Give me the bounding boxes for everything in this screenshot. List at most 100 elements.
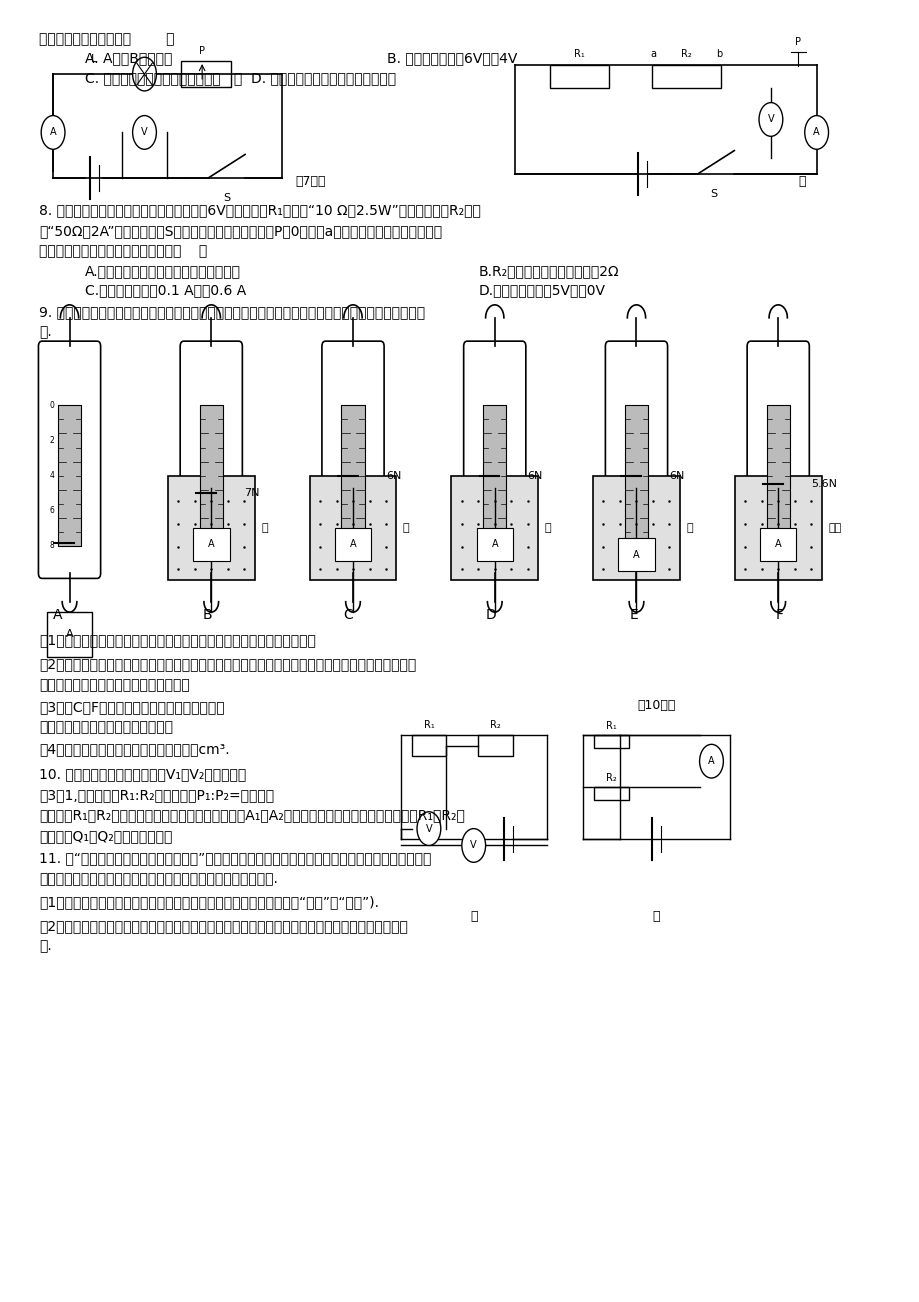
Text: A: A [774, 539, 780, 549]
Text: （1）在本实验中浮力的大小是通过＿＿＿＿＿＿＿＿＿的变化来反映的。: （1）在本实验中浮力的大小是通过＿＿＿＿＿＿＿＿＿的变化来反映的。 [40, 634, 316, 647]
Text: C. 两种状态下电路的总功率不相等   。  D. 两种状态下滑动变阶器的功率相等: C. 两种状态下电路的总功率不相等 。 D. 两种状态下滑动变阶器的功率相等 [85, 72, 396, 85]
Text: 第10题图: 第10题图 [637, 699, 675, 712]
Text: 6N: 6N [528, 470, 542, 480]
Text: 水: 水 [686, 523, 692, 533]
Text: 水: 水 [261, 523, 267, 533]
Bar [734, 477, 821, 579]
Text: 的元件不损坏，下列说法中正确的是（    ）: 的元件不损坏，下列说法中正确的是（ ） [40, 245, 208, 259]
Text: 2: 2 [50, 436, 54, 445]
Text: L: L [91, 53, 97, 64]
Bar [47, 612, 92, 658]
Text: 9. 小华同学在探究影响浮力大小的因素时，做了如图所示的实验．请你根据小华的实验探究回答下列问: 9. 小华同学在探究影响浮力大小的因素时，做了如图所示的实验．请你根据小华的实验… [40, 306, 425, 319]
Bar [766, 405, 789, 546]
Circle shape [416, 811, 440, 845]
Circle shape [804, 116, 828, 150]
Text: B.R₂接入电路中的最小电阿是2Ω: B.R₂接入电路中的最小电阿是2Ω [478, 264, 618, 279]
Text: P: P [795, 36, 800, 47]
Circle shape [698, 745, 722, 779]
FancyBboxPatch shape [605, 341, 667, 578]
FancyBboxPatch shape [180, 341, 242, 578]
Text: （2）小明选用大小不同镢球从同一斜面的同一高度由静止滚下，是为了探究动能大小与＿＿＿的关: （2）小明选用大小不同镢球从同一斜面的同一高度由静止滚下，是为了探究动能大小与＿… [40, 919, 408, 932]
Text: B: B [202, 608, 211, 621]
Text: A. A点在B点的左侧: A. A点在B点的左侧 [85, 52, 172, 65]
Text: D: D [485, 608, 496, 621]
Text: D.电压表的示数〔5V变为0V: D.电压表的示数〔5V变为0V [478, 284, 605, 298]
FancyBboxPatch shape [322, 341, 384, 578]
Text: （4）由实验可知，该物体的体积为＿＿＿cm³.: （4）由实验可知，该物体的体积为＿＿＿cm³. [40, 742, 230, 756]
Text: 有“50Ω，2A”字样．当开关S闭合后，滑动变阶器的滑片P〔0端移到a端的过程中，为了保证电路中: 有“50Ω，2A”字样．当开关S闭合后，滑动变阶器的滑片P〔0端移到a端的过程中… [40, 224, 442, 238]
Bar [759, 527, 796, 561]
Text: b: b [715, 48, 721, 59]
Text: （3）在C与F两图中，保持了排开液体的体积不: （3）在C与F两图中，保持了排开液体的体积不 [40, 699, 225, 713]
Text: A: A [53, 608, 62, 621]
Text: V: V [766, 115, 774, 125]
Text: 10. 如图甲所示电路中，电压表V₁和V₂的示数之比: 10. 如图甲所示电路中，电压表V₁和V₂的示数之比 [40, 767, 246, 781]
Text: 11. 在“探究物体的动能与哪些因素有关”的实验时，小明让大小不同的实心镢球从同一斜面上相同的高: 11. 在“探究物体的动能与哪些因素有关”的实验时，小明让大小不同的实心镢球从同… [40, 852, 431, 866]
Text: 题.: 题. [40, 326, 52, 339]
Text: 0: 0 [50, 401, 54, 410]
Text: （2）小华通过对＿＿＿＿＿＿等三个步骤的观察研究，发现当物体完全浸没在水中后排开水的体积相: （2）小华通过对＿＿＿＿＿＿等三个步骤的观察研究，发现当物体完全浸没在水中后排开… [40, 658, 416, 671]
Circle shape [758, 103, 782, 137]
Text: 系.: 系. [40, 940, 52, 953]
Text: 变，研究浮力与＿＿＿＿＿的关系。: 变，研究浮力与＿＿＿＿＿的关系。 [40, 720, 173, 734]
Text: 生的热量Q₁、Q₂之比为＿＿＿．: 生的热量Q₁、Q₂之比为＿＿＿． [40, 829, 173, 844]
Text: 中，下列说法正确的是（        ）: 中，下列说法正确的是（ ） [40, 33, 175, 46]
Text: R₂: R₂ [490, 720, 501, 730]
Bar [309, 477, 396, 579]
Bar [58, 405, 81, 546]
Bar [593, 477, 679, 579]
Bar [167, 477, 255, 579]
Text: S: S [709, 190, 717, 199]
Text: R₁: R₁ [423, 720, 434, 730]
Bar [624, 405, 647, 546]
FancyBboxPatch shape [746, 341, 809, 578]
Circle shape [461, 828, 485, 862]
Bar [652, 65, 720, 89]
Bar [476, 527, 513, 561]
Bar [341, 405, 364, 546]
Text: 7N: 7N [244, 487, 259, 497]
Text: （1）大小不同的镢球在水平面上推动木块移动的距离＿＿＿＿（选填“相同”或“不同”).: （1）大小不同的镢球在水平面上推动木块移动的距离＿＿＿＿（选填“相同”或“不同”… [40, 896, 379, 910]
Text: 盐水: 盐水 [827, 523, 840, 533]
Text: 水: 水 [544, 523, 550, 533]
Bar [482, 405, 505, 546]
Bar [594, 736, 629, 749]
Bar [193, 527, 229, 561]
Text: V: V [470, 841, 477, 850]
Text: 6: 6 [50, 506, 54, 516]
Text: E: E [629, 608, 637, 621]
Text: 8: 8 [50, 542, 54, 551]
Bar [478, 736, 513, 756]
Text: 6N: 6N [385, 470, 401, 480]
FancyBboxPatch shape [463, 341, 526, 578]
Text: 同，浮力的大小与所在液体的深度无关。: 同，浮力的大小与所在液体的深度无关。 [40, 678, 190, 691]
Text: P: P [199, 46, 205, 56]
Bar [335, 527, 371, 561]
Bar [411, 736, 446, 756]
Text: 为3：1,则定值电阿R₁:R₂消耗的功率P₁:P₂=＿＿＿；: 为3：1,则定值电阿R₁:R₂消耗的功率P₁:P₂=＿＿＿； [40, 788, 274, 802]
Text: 若将电阿R₁、R₂改接为如图乙所示的电路，则电流表A₁、A₂的示数之比为＿＿＿，在相同时间内R₁、R₂产: 若将电阿R₁、R₂改接为如图乙所示的电路，则电流表A₁、A₂的示数之比为＿＿＿，… [40, 809, 465, 823]
Text: A: A [349, 539, 356, 549]
Text: R₁: R₁ [573, 48, 584, 59]
Text: A: A [50, 128, 56, 138]
Text: 8. 如图所示的电路中，电源两端电压恒定为6V，定值电阿R₁上标有“10 Ω，2.5W”，滑动变阶器R₂上标: 8. 如图所示的电路中，电源两端电压恒定为6V，定值电阿R₁上标有“10 Ω，2… [40, 203, 481, 217]
Text: 甲: 甲 [470, 910, 477, 923]
Text: 第: 第 [798, 176, 805, 189]
Text: 5.6N: 5.6N [811, 479, 836, 490]
Text: A: A [491, 539, 497, 549]
Text: R₂: R₂ [606, 773, 617, 784]
Text: R₁: R₁ [606, 721, 617, 732]
Text: 第7题图: 第7题图 [295, 176, 325, 189]
Text: 4: 4 [50, 471, 54, 480]
Text: R₂: R₂ [681, 48, 691, 59]
Bar [618, 538, 654, 572]
Text: A: A [812, 128, 819, 138]
Bar [594, 788, 629, 801]
Text: B. 电压表的示数〔6V变为4V: B. 电压表的示数〔6V变为4V [386, 52, 516, 65]
Bar [451, 477, 538, 579]
Text: A: A [65, 629, 74, 639]
Text: a: a [650, 48, 656, 59]
Bar [181, 61, 232, 87]
FancyBboxPatch shape [39, 341, 100, 578]
Text: 6N: 6N [669, 470, 684, 480]
